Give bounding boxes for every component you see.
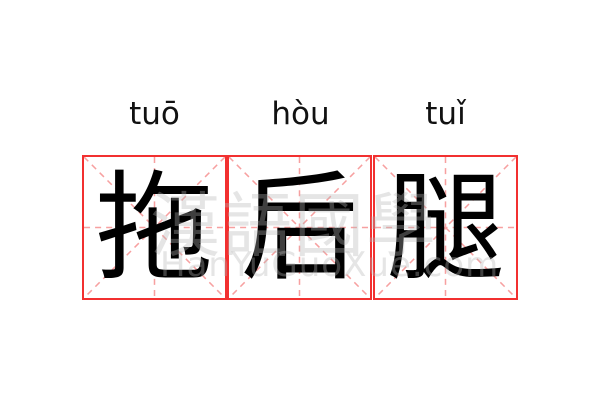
pinyin-2: hòu xyxy=(271,96,330,132)
guide-lines xyxy=(229,157,370,298)
pinyin-1: tuō xyxy=(129,96,180,132)
pinyin-3: tuǐ xyxy=(425,96,466,132)
character: 拖 xyxy=(95,158,214,297)
guide-lines xyxy=(375,157,516,298)
character: 后 xyxy=(240,158,359,297)
character: 腿 xyxy=(386,158,505,297)
guide-lines xyxy=(84,157,225,298)
character-cell-3: 腿 xyxy=(373,155,518,300)
character-grid: 拖 后 腿 xyxy=(82,155,518,300)
character-cell-1: 拖 xyxy=(82,155,227,300)
character-cell-2: 后 xyxy=(227,155,372,300)
